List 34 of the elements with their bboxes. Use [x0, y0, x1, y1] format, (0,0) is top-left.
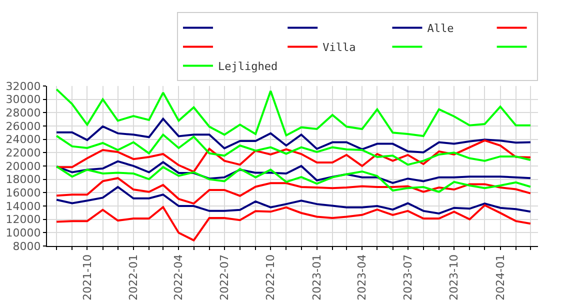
- line-series: [56, 177, 532, 205]
- y-tick-label: 26000: [6, 120, 41, 133]
- line-series: [56, 204, 532, 242]
- x-tick-label: 2024-01: [494, 254, 507, 300]
- line-series: [56, 118, 532, 154]
- line-series: [56, 139, 532, 173]
- y-tick-label: 14000: [6, 200, 41, 213]
- line-series: [56, 186, 532, 214]
- x-tick-label: 2022-07: [218, 254, 231, 300]
- legend-label: Lejlighed: [218, 60, 278, 73]
- y-tick-label: 18000: [6, 173, 41, 186]
- legend-label: Alle: [427, 22, 454, 35]
- x-tick-label: 2023-07: [401, 254, 414, 300]
- y-tick-label: 24000: [6, 133, 41, 146]
- line-series: [56, 134, 532, 166]
- y-tick-label: 30000: [6, 93, 41, 106]
- line-series: [56, 88, 532, 137]
- x-tick-label: 2022-10: [264, 254, 278, 300]
- x-tick-label: 2023-01: [310, 254, 324, 300]
- y-tick-label: 20000: [6, 160, 41, 173]
- x-tick-label: 2021-10: [80, 254, 94, 300]
- line-series: [56, 165, 532, 193]
- legend-label: Villa: [322, 40, 356, 54]
- y-tick-label: 12000: [6, 213, 41, 226]
- y-tick-label: 32000: [6, 80, 41, 93]
- x-tick-label: 2022-04: [172, 254, 186, 300]
- y-tick-label: 16000: [6, 186, 41, 200]
- y-tick-label: 22000: [6, 146, 41, 160]
- y-tick-label: 28000: [6, 106, 41, 120]
- x-tick-label: 2023-10: [448, 254, 461, 300]
- x-tick-label: 2022-01: [127, 254, 140, 300]
- x-tick-label: 2023-04: [356, 254, 369, 300]
- y-tick-label: 8000: [12, 240, 41, 253]
- y-tick-label: 10000: [6, 226, 41, 240]
